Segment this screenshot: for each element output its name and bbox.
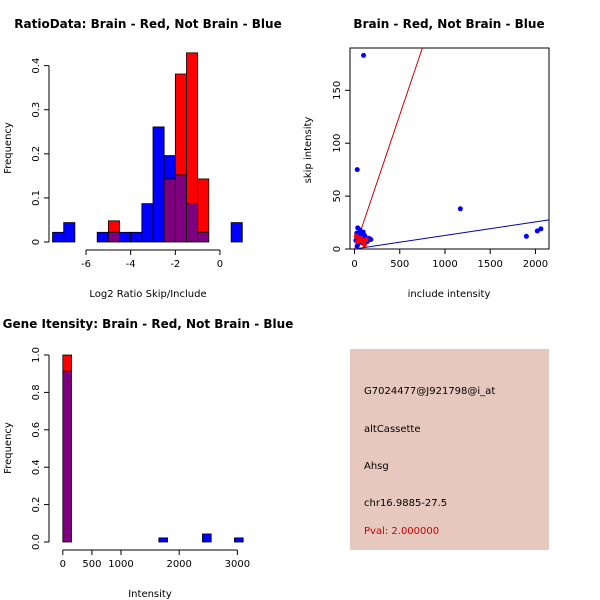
- scatter-x-tick-label-4: 2000: [523, 259, 548, 270]
- bar-notbrain-6: [141, 203, 154, 243]
- bar-overlap-9: [174, 174, 187, 243]
- bar-notbrain-3: [234, 537, 244, 543]
- fit-line-0: [354, 48, 423, 249]
- intensity-scatter-title: Brain - Red, Not Brain - Blue: [353, 17, 544, 31]
- bar-overlap-10: [186, 203, 199, 243]
- bar-overlap-8: [163, 178, 176, 243]
- point-notbrain-21: [354, 243, 360, 249]
- x-tick-label-2: -2: [170, 259, 180, 270]
- point-notbrain-20: [368, 236, 374, 242]
- intensity-histogram-xlabel: Intensity: [128, 589, 172, 600]
- bar-notbrain-12: [230, 222, 243, 243]
- x-tick-label-3: 2000: [166, 559, 191, 570]
- x-tick-label-1: 500: [82, 559, 101, 570]
- y-tick-label-3: 0.6: [31, 422, 42, 438]
- x-tick-label-0: 0: [60, 559, 66, 570]
- y-tick-label-2: 0.4: [31, 459, 42, 475]
- point-notbrain-2: [457, 206, 463, 212]
- point-notbrain-4: [534, 228, 540, 234]
- fit-line-1: [354, 219, 549, 249]
- intensity-histogram: Gene Itensity: Brain - Red, Not Brain - …: [3, 317, 294, 600]
- ratio-histogram: RatioData: Brain - Red, Not Brain - Blue…: [3, 17, 282, 300]
- scatter-x-tick-label-2: 1000: [432, 259, 457, 270]
- bar-overlap-3: [107, 231, 120, 243]
- x-tick-label-3: 0: [217, 259, 223, 270]
- point-notbrain-1: [354, 167, 360, 173]
- intensity-histogram-title: Gene Itensity: Brain - Red, Not Brain - …: [3, 317, 294, 331]
- y-tick-label-4: 0.4: [31, 58, 42, 74]
- bar-notbrain-1: [158, 537, 168, 543]
- scatter-plot-box: [349, 47, 550, 250]
- probe-id: G7024477@J921798@i_at: [364, 386, 496, 397]
- probe-info-panel: G7024477@J921798@i_at altCassette Ahsg c…: [350, 349, 549, 550]
- bar-overlap-0: [62, 370, 72, 543]
- bar-notbrain-5: [130, 231, 143, 243]
- bar-notbrain-1: [63, 222, 76, 243]
- scatter-y-tick-label-1: 50: [332, 190, 343, 203]
- bar-overlap-11: [197, 231, 210, 243]
- bar-notbrain-8: [163, 155, 176, 180]
- ratio-histogram-ylabel: Frequency: [3, 122, 14, 174]
- intensity-scatter: Brain - Red, Not Brain - Blue 0 500 1000 15…: [303, 17, 550, 300]
- bar-notbrain-2: [202, 533, 212, 543]
- scatter-y-tick-label-3: 150: [332, 81, 343, 100]
- scatter-x-tick-label-1: 500: [390, 259, 409, 270]
- x-tick-label-1: -4: [126, 259, 136, 270]
- event-type: altCassette: [364, 424, 421, 435]
- ratio-histogram-title: RatioData: Brain - Red, Not Brain - Blue: [14, 17, 281, 31]
- scatter-y-tick-label-2: 100: [332, 134, 343, 153]
- point-brain-7: [363, 236, 369, 242]
- y-tick-label-0: 0.0: [31, 534, 42, 550]
- scatter-x-tick-label-0: 0: [351, 259, 357, 270]
- bar-notbrain-0: [52, 231, 65, 243]
- x-tick-label-4: 3000: [225, 559, 250, 570]
- scatter-xlabel: include intensity: [408, 289, 491, 300]
- ratio-histogram-xlabel: Log2 Ratio Skip/Include: [89, 289, 206, 300]
- bar-brain-4: [197, 178, 210, 233]
- gene-name: Ahsg: [364, 461, 389, 472]
- chromosome-location: chr16.9885-27.5: [364, 498, 448, 509]
- y-tick-label-4: 0.8: [31, 384, 42, 400]
- scatter-marks: [353, 48, 549, 249]
- bar-notbrain-4: [119, 231, 132, 243]
- y-tick-label-3: 0.3: [31, 102, 42, 118]
- y-tick-label-2: 0.2: [31, 146, 42, 162]
- p-value: Pval: 2.000000: [364, 526, 440, 537]
- y-tick-label-1: 0.1: [31, 190, 42, 206]
- bar-brain-0: [62, 354, 72, 372]
- point-brain-6: [361, 242, 367, 248]
- y-tick-label-1: 0.2: [31, 497, 42, 513]
- bar-brain-2: [174, 73, 187, 176]
- point-notbrain-5: [538, 226, 544, 232]
- point-notbrain-0: [361, 52, 367, 58]
- scatter-x-tick-label-3: 1500: [477, 259, 502, 270]
- y-tick-label-5: 1.0: [31, 347, 42, 363]
- bar-notbrain-2: [96, 231, 109, 243]
- bar-notbrain-7: [152, 126, 165, 243]
- bar-brain-0: [107, 220, 120, 233]
- point-notbrain-3: [523, 233, 529, 239]
- intensity-histogram-ylabel: Frequency: [3, 422, 14, 474]
- y-tick-label-0: 0: [31, 239, 42, 245]
- bar-brain-3: [186, 52, 199, 205]
- scatter-ylabel: skip intensity: [303, 117, 314, 184]
- scatter-y-tick-label-0: 0: [332, 246, 343, 252]
- x-tick-label-2: 1000: [108, 559, 133, 570]
- x-tick-label-0: -6: [81, 259, 91, 270]
